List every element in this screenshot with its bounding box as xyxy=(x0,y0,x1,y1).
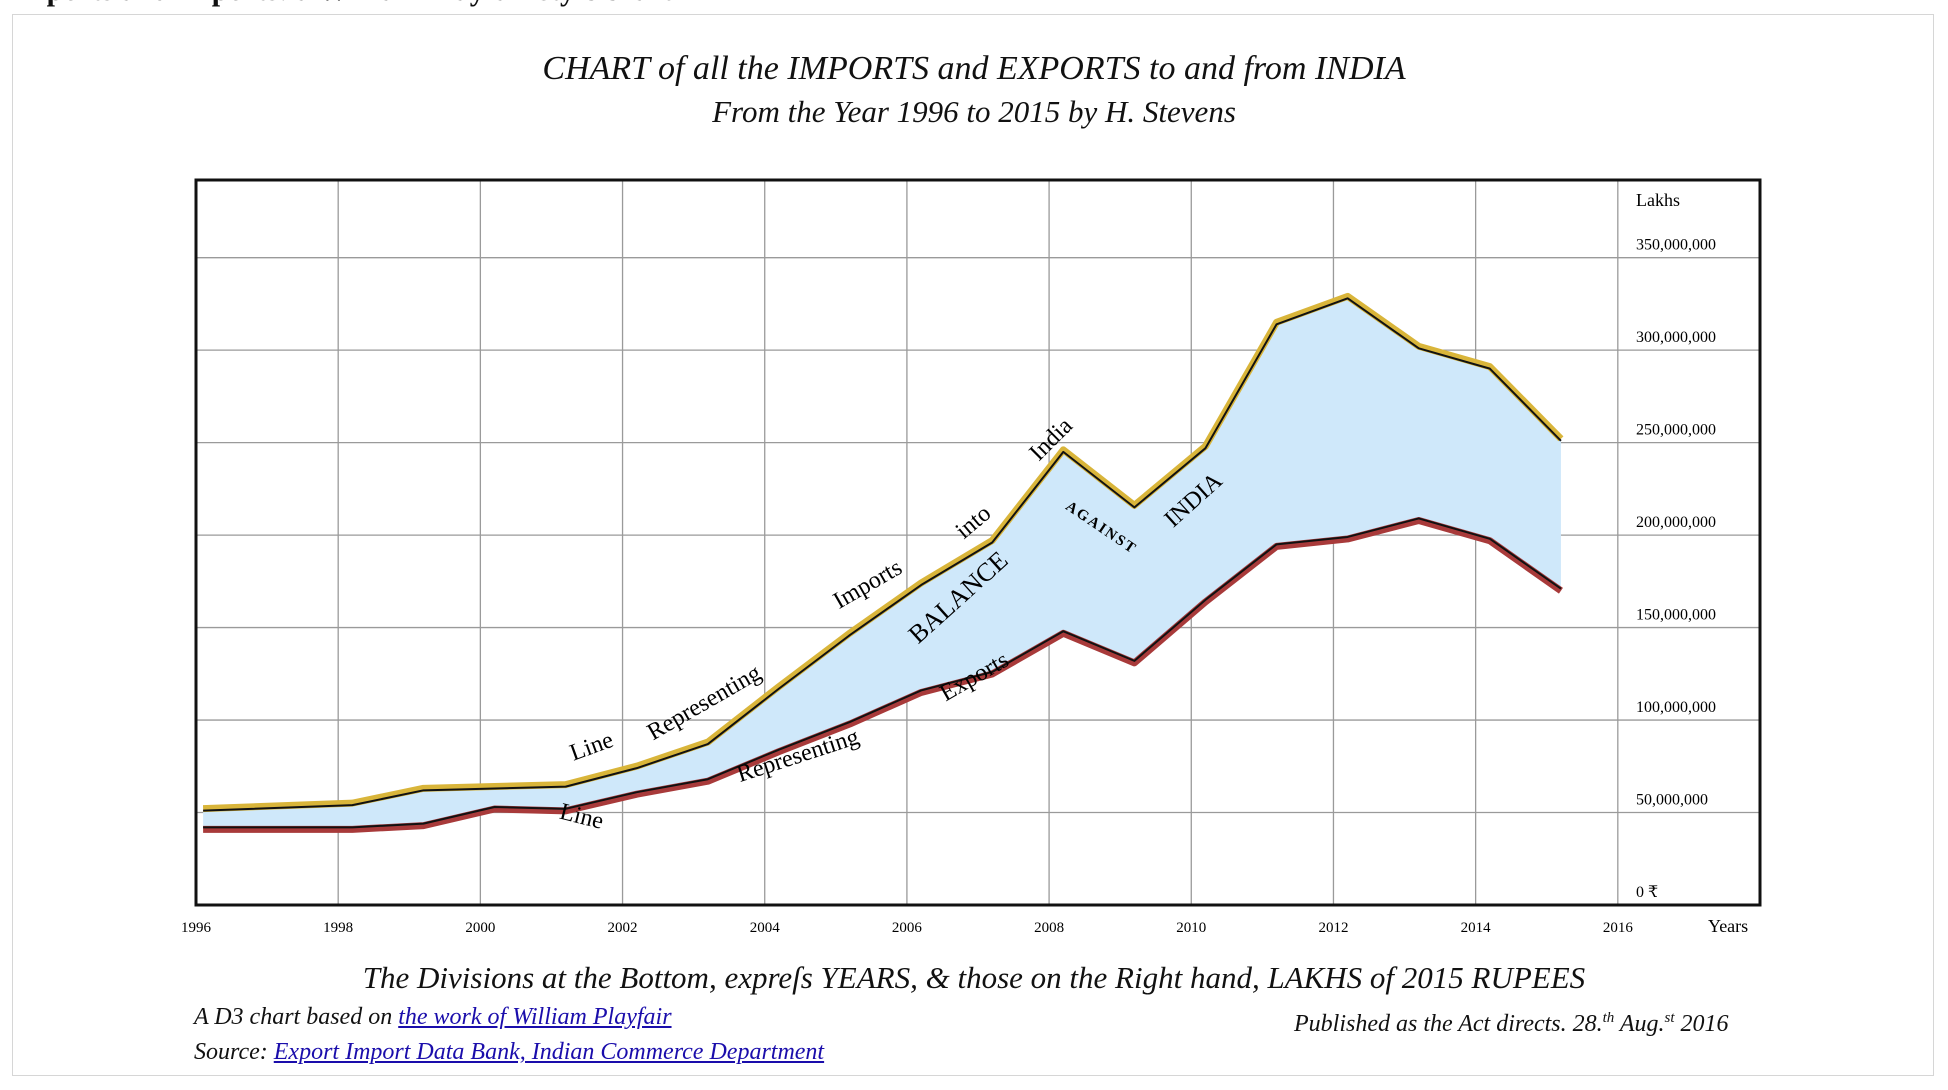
imports-label-into: into xyxy=(951,500,996,544)
x-tick-1996: 1996 xyxy=(181,920,212,936)
exports-line-color xyxy=(203,516,1563,833)
published-year: 2016 xyxy=(1674,1011,1729,1037)
y-tick-4: 200,000,000 xyxy=(1636,514,1716,531)
header-fragment: Imports and Exports: a William Playfair … xyxy=(0,0,1948,12)
x-tick-2016: 2016 xyxy=(1603,920,1634,936)
x-tick-2000: 2000 xyxy=(465,920,495,936)
published-th: th xyxy=(1602,1010,1615,1026)
chart-svg: 1996 1998 2000 2002 2004 2006 2008 2010 2012 2014… xyxy=(181,178,1762,936)
x-tick-2010: 2010 xyxy=(1176,920,1206,936)
published-note: Published as the Act directs. 28.th Aug.… xyxy=(1294,1010,1729,1038)
y-axis-unit-label: Lakhs xyxy=(1636,190,1680,210)
credit-prefix: A D3 chart based on xyxy=(194,1004,399,1030)
header-fragment-text: Imports and Exports: a William Playfair … xyxy=(10,0,673,8)
x-tick-1998: 1998 xyxy=(323,920,353,936)
exports-line xyxy=(203,517,1562,829)
x-tick-2012: 2012 xyxy=(1318,920,1348,936)
credit-line: A D3 chart based on the work of William … xyxy=(194,1004,672,1031)
published-text: Published as the Act directs. 28. xyxy=(1294,1011,1603,1037)
y-tick-labels: 0 ₹ 50,000,000 100,000,000 150,000,000 200,0… xyxy=(1636,237,1716,901)
figure-frame xyxy=(12,14,1934,1076)
chart-title: CHART of all the IMPORTS and EXPORTS to … xyxy=(542,50,1406,87)
published-st: st xyxy=(1664,1010,1675,1026)
y-tick-0: 0 ₹ xyxy=(1636,884,1658,901)
imports-line xyxy=(203,297,1562,812)
source-line: Source: Export Import Data Bank, Indian … xyxy=(194,1039,824,1066)
x-tick-2006: 2006 xyxy=(892,920,923,936)
source-prefix: Source: xyxy=(194,1039,274,1065)
y-tick-2: 100,000,000 xyxy=(1636,699,1716,716)
published-aug: Aug. xyxy=(1614,1011,1665,1037)
lines-layer xyxy=(202,292,1564,833)
y-tick-6: 300,000,000 xyxy=(1636,329,1716,346)
x-tick-labels: 1996 1998 2000 2002 2004 2006 2008 2010 2012 2014… xyxy=(181,920,1633,936)
chart-subtitle: From the Year 1996 to 2015 by H. Stevens xyxy=(712,94,1236,129)
x-axis-unit-label: Years xyxy=(1708,916,1748,936)
imports-label-line: Line xyxy=(567,727,617,766)
balance-area xyxy=(203,298,1561,828)
y-tick-5: 250,000,000 xyxy=(1636,422,1716,439)
y-tick-3: 150,000,000 xyxy=(1636,607,1716,624)
x-tick-2008: 2008 xyxy=(1034,920,1064,936)
playfair-link[interactable]: the work of William Playfair xyxy=(398,1004,672,1030)
x-tick-2004: 2004 xyxy=(750,920,781,936)
plot-frame xyxy=(194,178,1762,907)
y-tick-1: 50,000,000 xyxy=(1636,792,1708,809)
imports-line-color xyxy=(202,292,1564,813)
y-tick-7: 350,000,000 xyxy=(1636,237,1716,254)
data-source-link[interactable]: Export Import Data Bank, Indian Commerce… xyxy=(273,1039,825,1065)
x-tick-2014: 2014 xyxy=(1461,920,1492,936)
chart-caption: The Divisions at the Bottom, expreſs YEA… xyxy=(362,960,1586,995)
x-tick-2002: 2002 xyxy=(608,920,638,936)
